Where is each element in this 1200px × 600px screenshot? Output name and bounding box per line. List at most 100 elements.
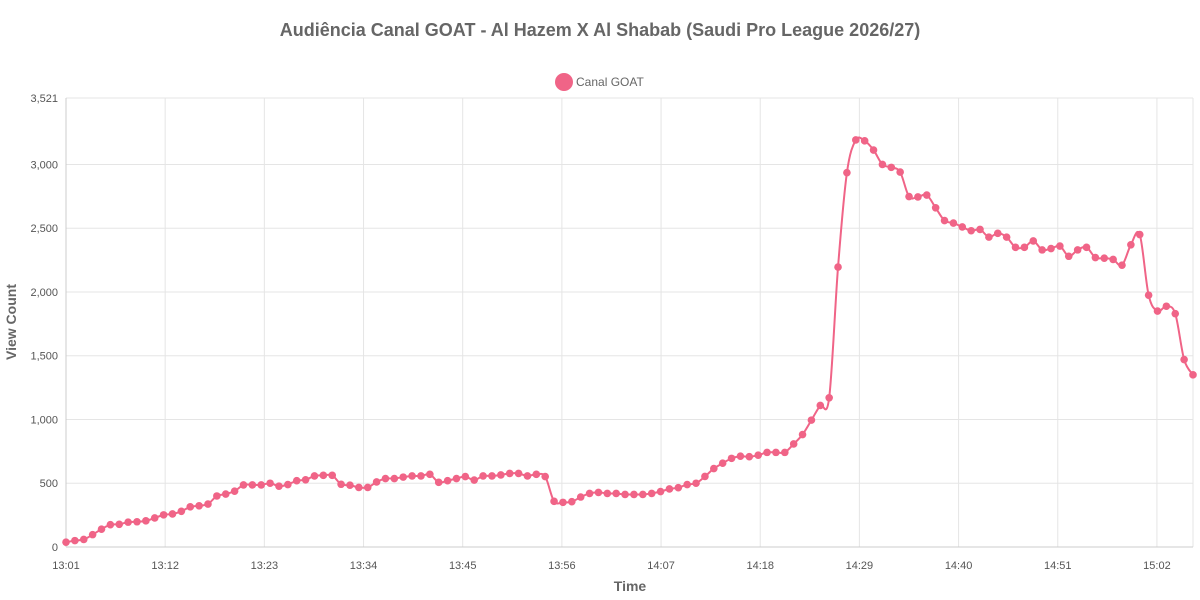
- data-point[interactable]: [186, 503, 195, 511]
- data-point[interactable]: [1029, 237, 1038, 245]
- data-point[interactable]: [177, 507, 186, 516]
- data-point[interactable]: [914, 193, 922, 201]
- data-point[interactable]: [940, 216, 949, 225]
- data-point[interactable]: [967, 226, 975, 235]
- data-point[interactable]: [1171, 309, 1180, 318]
- data-point[interactable]: [541, 472, 549, 481]
- data-point[interactable]: [159, 511, 168, 519]
- data-point[interactable]: [1091, 253, 1100, 262]
- data-point[interactable]: [88, 530, 97, 539]
- data-point[interactable]: [630, 490, 638, 499]
- data-point[interactable]: [843, 168, 851, 177]
- data-point[interactable]: [1180, 355, 1188, 364]
- data-point[interactable]: [257, 481, 266, 489]
- data-point[interactable]: [1056, 242, 1064, 250]
- data-point[interactable]: [133, 517, 141, 526]
- data-point[interactable]: [275, 482, 283, 490]
- data-point[interactable]: [718, 459, 727, 468]
- data-point[interactable]: [1082, 243, 1091, 252]
- data-point[interactable]: [816, 401, 825, 410]
- data-point[interactable]: [239, 481, 248, 489]
- data-point[interactable]: [150, 514, 159, 522]
- data-point[interactable]: [115, 520, 124, 529]
- data-point[interactable]: [763, 448, 771, 457]
- data-point[interactable]: [213, 492, 221, 500]
- data-point[interactable]: [674, 483, 683, 492]
- data-point[interactable]: [1047, 244, 1055, 253]
- data-point[interactable]: [514, 469, 523, 478]
- data-point[interactable]: [1064, 252, 1073, 261]
- data-point[interactable]: [124, 518, 132, 526]
- data-point[interactable]: [665, 485, 674, 493]
- data-point[interactable]: [1135, 230, 1144, 239]
- data-point[interactable]: [1118, 261, 1126, 269]
- data-point[interactable]: [204, 500, 212, 508]
- data-point[interactable]: [355, 483, 363, 492]
- data-point[interactable]: [1109, 255, 1117, 264]
- data-point[interactable]: [292, 476, 301, 485]
- data-point[interactable]: [958, 223, 967, 231]
- data-point[interactable]: [1100, 254, 1109, 262]
- data-point[interactable]: [1127, 240, 1135, 249]
- data-point[interactable]: [727, 454, 736, 463]
- data-point[interactable]: [807, 416, 816, 424]
- data-point[interactable]: [878, 160, 887, 169]
- data-point[interactable]: [1144, 291, 1153, 299]
- data-point[interactable]: [585, 489, 594, 498]
- data-point[interactable]: [408, 472, 416, 480]
- data-point[interactable]: [168, 510, 177, 518]
- data-point[interactable]: [479, 472, 487, 480]
- data-point[interactable]: [381, 474, 390, 483]
- data-point[interactable]: [949, 219, 958, 227]
- data-point[interactable]: [195, 502, 203, 510]
- data-point[interactable]: [142, 517, 150, 525]
- data-point[interactable]: [683, 480, 691, 489]
- data-point[interactable]: [851, 136, 860, 144]
- data-point[interactable]: [745, 452, 754, 461]
- data-point[interactable]: [97, 525, 106, 533]
- data-point[interactable]: [337, 480, 345, 489]
- data-point[interactable]: [461, 472, 470, 481]
- data-point[interactable]: [896, 168, 904, 176]
- data-point[interactable]: [62, 538, 70, 546]
- data-point[interactable]: [559, 498, 567, 507]
- data-point[interactable]: [488, 472, 496, 480]
- data-point[interactable]: [647, 489, 656, 498]
- data-point[interactable]: [372, 478, 381, 486]
- data-point[interactable]: [426, 470, 434, 479]
- data-point[interactable]: [612, 489, 620, 498]
- data-point[interactable]: [106, 520, 115, 529]
- data-point[interactable]: [230, 487, 239, 495]
- data-point[interactable]: [523, 472, 532, 480]
- data-point[interactable]: [710, 464, 718, 473]
- data-point[interactable]: [656, 487, 665, 496]
- data-point[interactable]: [248, 481, 257, 489]
- data-point[interactable]: [754, 451, 762, 459]
- data-point[interactable]: [869, 146, 878, 154]
- data-point[interactable]: [1020, 243, 1029, 252]
- data-point[interactable]: [532, 470, 541, 479]
- data-point[interactable]: [328, 471, 337, 480]
- data-point[interactable]: [390, 474, 399, 483]
- data-point[interactable]: [470, 476, 479, 484]
- data-point[interactable]: [1189, 371, 1197, 379]
- data-point[interactable]: [266, 479, 274, 488]
- data-point[interactable]: [1073, 246, 1082, 254]
- data-point[interactable]: [1011, 243, 1020, 252]
- data-point[interactable]: [931, 203, 940, 212]
- data-point[interactable]: [603, 489, 612, 498]
- data-point[interactable]: [346, 481, 354, 489]
- data-point[interactable]: [434, 478, 443, 487]
- data-point[interactable]: [417, 472, 425, 480]
- data-point[interactable]: [301, 475, 310, 484]
- data-point[interactable]: [568, 497, 576, 506]
- data-point[interactable]: [452, 474, 461, 483]
- data-point[interactable]: [71, 536, 79, 545]
- legend[interactable]: Canal GOAT: [555, 73, 644, 91]
- data-point[interactable]: [993, 229, 1002, 238]
- data-point[interactable]: [701, 472, 709, 481]
- data-point[interactable]: [1038, 246, 1046, 254]
- data-point[interactable]: [594, 488, 603, 497]
- data-point[interactable]: [576, 493, 585, 501]
- data-point[interactable]: [922, 191, 931, 199]
